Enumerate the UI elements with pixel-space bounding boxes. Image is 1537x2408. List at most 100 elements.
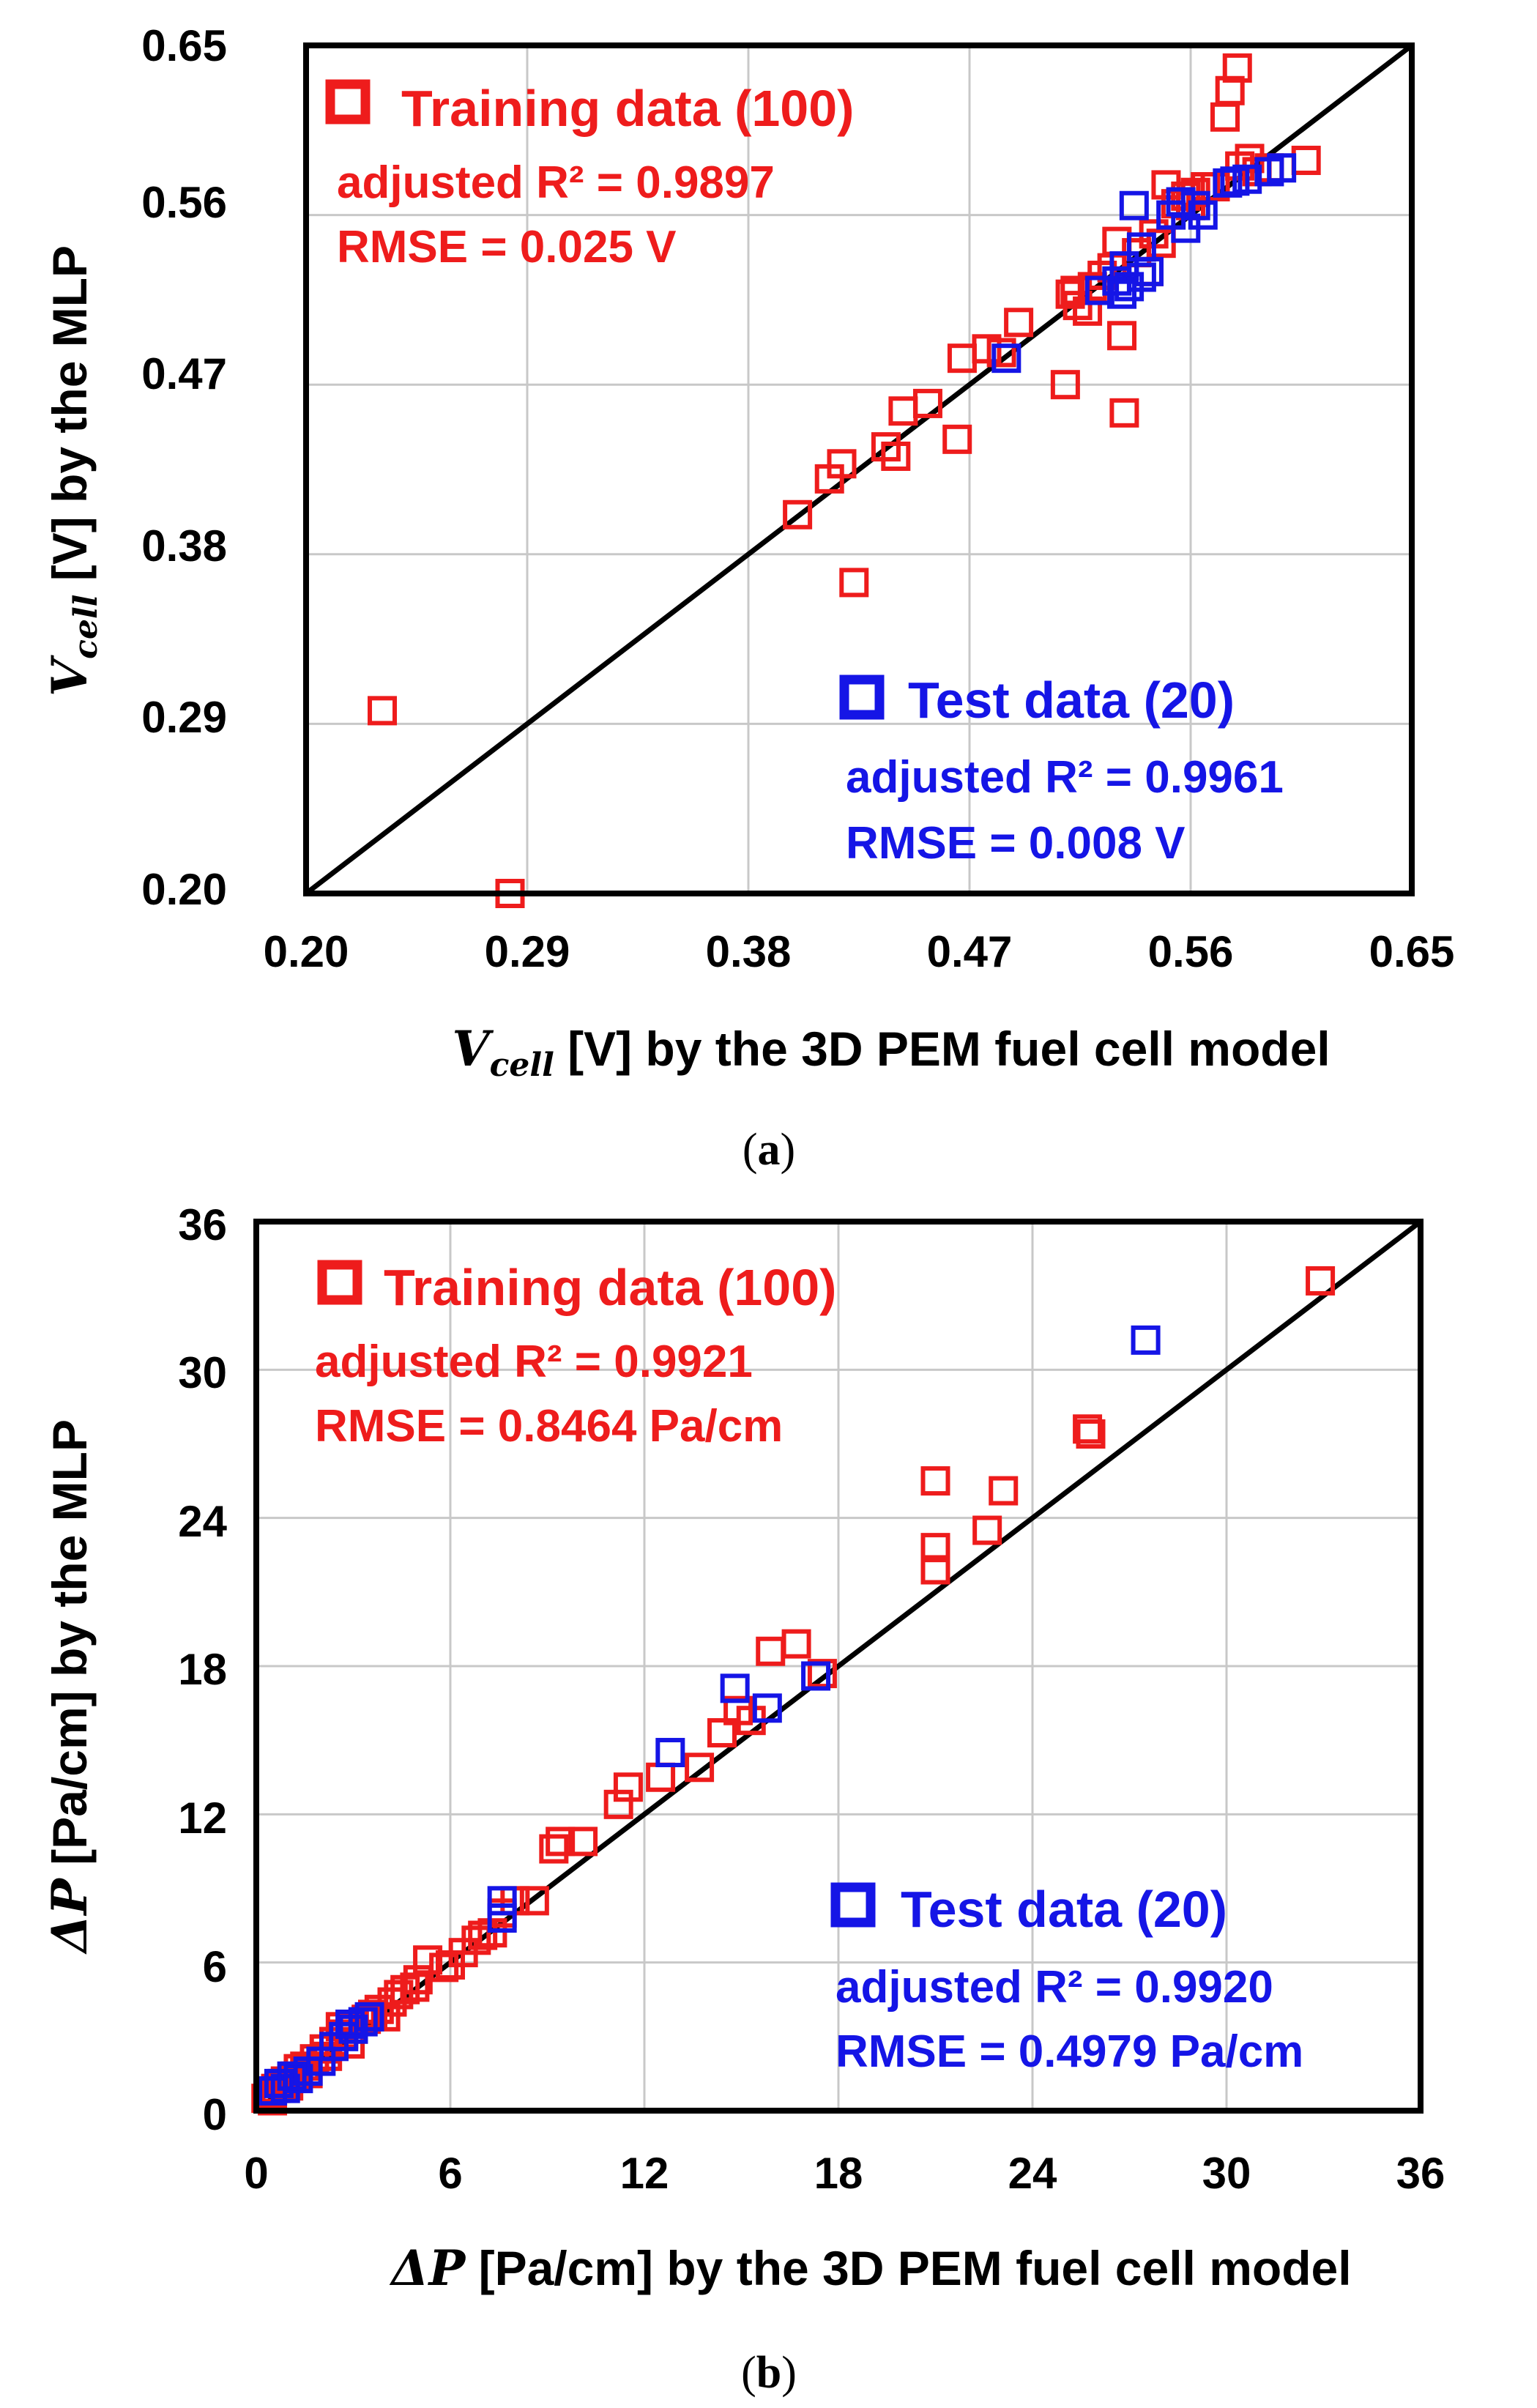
chart-b-y-axis-label: ΔP [Pa/cm] by the MLP (41, 1419, 98, 1955)
training-data-point (546, 1827, 576, 1857)
chart-b-xtick: 6 (438, 2149, 462, 2198)
chart-a-xtick: 0.47 (927, 927, 1013, 976)
chart-b-legend-test: Test data (20) adjusted R² = 0.9920 RMSE… (830, 1881, 1303, 2077)
training-data-point (1050, 370, 1080, 400)
training-data-point (368, 696, 398, 726)
training-data-point (429, 1952, 459, 1982)
training-data-point (568, 1827, 598, 1857)
chart-b-xtick: 18 (814, 2149, 863, 2198)
training-data-point (468, 1920, 498, 1950)
training-data-point (477, 1918, 507, 1948)
legend-test-rmse: RMSE = 0.4979 Pa/cm (836, 2026, 1303, 2077)
training-data-point (1107, 321, 1137, 351)
chart-b-ytick: 30 (178, 1348, 227, 1397)
test-data-point (720, 1673, 750, 1703)
chart-a-xtick: 0.56 (1148, 927, 1234, 976)
training-data-point (1076, 1419, 1106, 1449)
test-data-point (487, 1903, 517, 1933)
legend-training-r2: adjusted R² = 0.9921 (315, 1337, 753, 1387)
training-data-point (912, 388, 942, 418)
test-data-point (801, 1661, 831, 1691)
legend-training-rmse: RMSE = 0.8464 Pa/cm (315, 1401, 783, 1452)
test-data-point (319, 2032, 349, 2062)
chart-b-caption: (b) (741, 2348, 797, 2398)
training-data-point (436, 1950, 465, 1980)
training-data-point (613, 1772, 643, 1802)
chart-a-x-ticks: 0.20 0.29 0.38 0.47 0.56 0.65 (264, 927, 1455, 976)
chart-b-ytick: 18 (178, 1645, 227, 1694)
test-data-point (1131, 1325, 1161, 1355)
training-data-point (646, 1762, 676, 1792)
training-data-point (707, 1718, 737, 1748)
training-data-point (881, 441, 911, 471)
chart-b-xtick: 24 (1008, 2149, 1057, 2198)
training-data-point (972, 1515, 1002, 1545)
legend-test-r2: adjusted R² = 0.9920 (836, 1962, 1273, 2013)
training-data-point (685, 1753, 715, 1783)
test-data-point (1156, 200, 1186, 230)
chart-b-ytick: 0 (203, 2090, 227, 2139)
training-data-point (947, 343, 977, 374)
test-data-point (283, 2064, 313, 2094)
chart-a-legend-training: Training data (100) adjusted R² = 0.9897… (325, 79, 854, 272)
test-data-point (655, 1738, 685, 1768)
test-data-point (752, 1693, 782, 1723)
chart-a-xtick: 0.65 (1369, 927, 1455, 976)
chart-a-ytick: 0.38 (141, 521, 227, 571)
training-data-point (839, 568, 869, 598)
chart-b-xtick: 0 (244, 2149, 268, 2198)
training-data-point (942, 424, 972, 454)
training-data-point (1215, 75, 1245, 105)
training-data-point (871, 432, 901, 462)
training-data-point (1062, 291, 1093, 321)
chart-a-frame (303, 42, 1415, 896)
chart-b-points (251, 1266, 1336, 2116)
test-data-point (277, 2061, 307, 2091)
training-data-point (781, 1629, 811, 1659)
legend-test-r2: adjusted R² = 0.9961 (846, 752, 1284, 803)
training-data-point (1222, 53, 1252, 83)
training-data-point (400, 1972, 430, 2002)
chart-b-xtick: 12 (620, 2149, 669, 2198)
training-data-point (371, 2002, 401, 2032)
test-data-point (354, 2002, 384, 2032)
chart-a-xtick: 0.20 (264, 927, 349, 976)
chart-a-legend-test: Test data (20) adjusted R² = 0.9961 RMSE… (839, 672, 1284, 869)
legend-test-rmse: RMSE = 0.008 V (846, 818, 1186, 869)
test-data-point (1188, 200, 1218, 230)
training-data-point (1004, 308, 1034, 338)
chart-a-ytick: 0.47 (141, 349, 227, 398)
chart-b-x-axis-label: ΔP [Pa/cm] by the 3D PEM fuel cell model (389, 2240, 1351, 2297)
test-data-point (335, 2009, 365, 2039)
test-data-point (1119, 190, 1149, 220)
test-data-point (1220, 166, 1250, 196)
chart-a-ytick: 0.29 (141, 693, 227, 742)
legend-test-marker (830, 1882, 876, 1928)
training-data-point (603, 1789, 633, 1819)
legend-training-rmse: RMSE = 0.025 V (337, 222, 677, 272)
chart-b-xtick: 30 (1202, 2149, 1251, 2198)
training-data-point (807, 1659, 837, 1689)
test-data-point (1267, 153, 1297, 183)
chart-b-ytick: 36 (178, 1200, 227, 1249)
chart-a-x-axis-label: Vcell [V] by the 3D PEM fuel cell model (452, 1020, 1330, 1084)
chart-a-ytick: 0.20 (141, 865, 227, 914)
chart-a-grid (306, 45, 1412, 893)
legend-training-label: Training data (100) (401, 80, 854, 137)
chart-a-xtick: 0.29 (485, 927, 570, 976)
training-data-point (1109, 398, 1139, 428)
test-data-point (1134, 256, 1164, 286)
training-data-point (1146, 228, 1176, 259)
chart-a-xtick: 0.38 (706, 927, 792, 976)
test-data-point (487, 1886, 517, 1916)
chart-a: 0.20 0.29 0.38 0.47 0.56 0.65 0.20 0.29 … (41, 21, 1454, 1175)
legend-training-r2: adjusted R² = 0.9897 (337, 157, 775, 208)
training-data-point (986, 338, 1016, 368)
legend-training-label: Training data (100) (384, 1259, 836, 1316)
chart-b-ytick: 6 (203, 1942, 227, 1991)
test-data-point (1114, 272, 1145, 302)
legend-training-marker (317, 1260, 362, 1305)
training-data-point (920, 1533, 950, 1563)
training-data-point (413, 1945, 443, 1975)
